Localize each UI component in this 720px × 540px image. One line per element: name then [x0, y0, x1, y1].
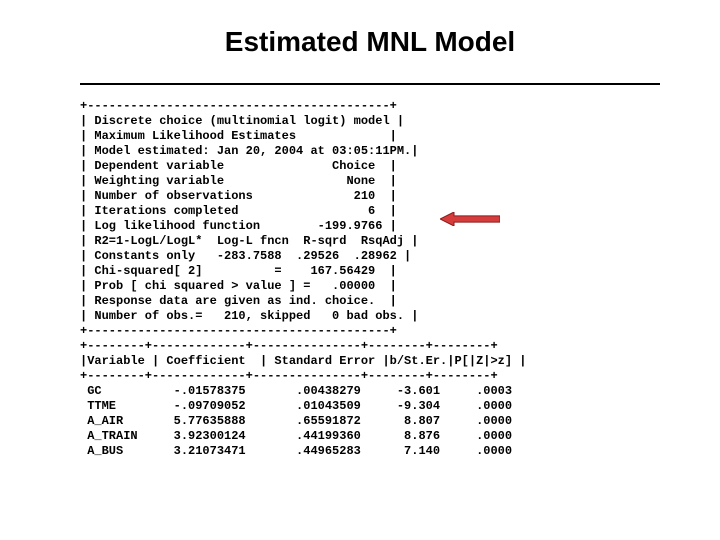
coefficient-table: +--------+-------------+---------------+… — [80, 339, 660, 459]
model-summary-box: +---------------------------------------… — [80, 99, 660, 339]
title-rule — [80, 83, 660, 85]
page-title: Estimated MNL Model — [80, 26, 660, 64]
highlight-arrow-icon — [440, 212, 500, 226]
